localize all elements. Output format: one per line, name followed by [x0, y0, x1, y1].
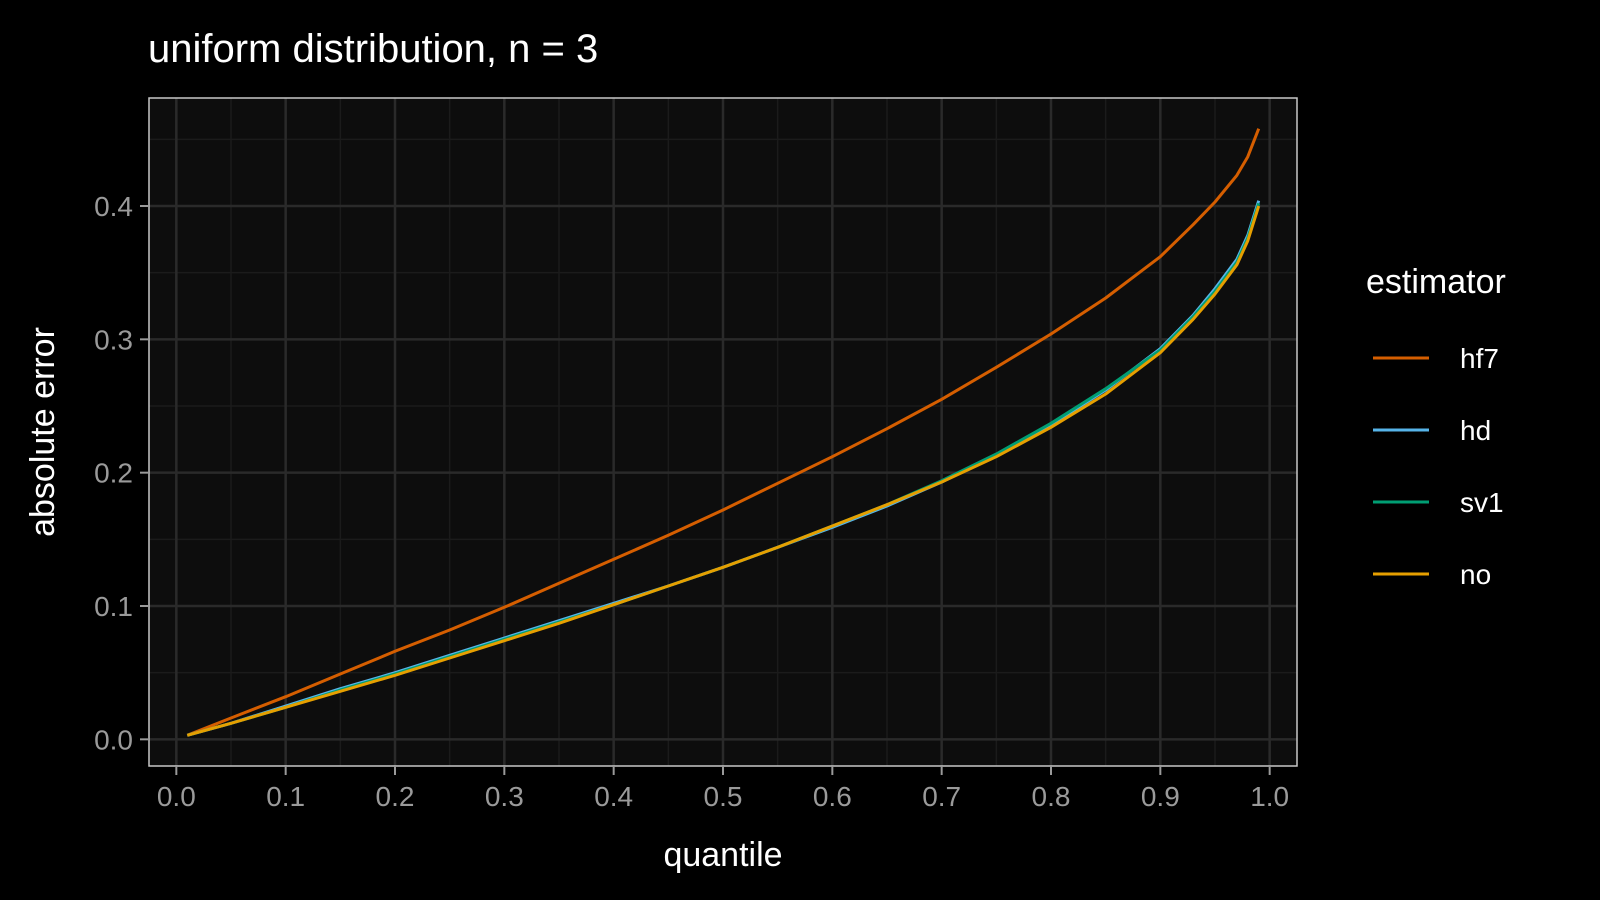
x-tick-label: 0.6	[813, 781, 852, 812]
chart-title: uniform distribution, n = 3	[148, 27, 598, 71]
x-tick-label: 0.3	[485, 781, 524, 812]
y-tick-label: 0.1	[94, 591, 133, 622]
x-tick-label: 0.4	[594, 781, 633, 812]
y-tick-label: 0.2	[94, 458, 133, 489]
legend-title: estimator	[1366, 263, 1506, 301]
x-tick-label: 0.0	[157, 781, 196, 812]
y-axis-title: absolute error	[24, 327, 62, 537]
x-axis-title: quantile	[663, 836, 782, 874]
y-axis: 0.0 0.1 0.2 0.3 0.4	[94, 191, 149, 755]
series-line-no	[186, 205, 1261, 737]
y-tick-label: 0.0	[94, 724, 133, 755]
x-tick-label: 0.9	[1141, 781, 1180, 812]
legend-label-no: no	[1460, 559, 1491, 590]
x-tick-label: 0.2	[376, 781, 415, 812]
x-tick-label: 0.5	[704, 781, 743, 812]
grid-major	[149, 98, 1297, 766]
legend-label-hd: hd	[1460, 415, 1491, 446]
x-tick-label: 1.0	[1250, 781, 1289, 812]
x-tick-label: 0.7	[922, 781, 961, 812]
legend-label-sv1: sv1	[1460, 487, 1504, 518]
legend-label-hf7: hf7	[1460, 343, 1499, 374]
x-axis: 0.0 0.1 0.2 0.3 0.4 0.5 0.6 0.7 0.8 0.9 1.0	[157, 766, 1289, 812]
x-tick-label: 0.1	[266, 781, 305, 812]
series-line-hf7	[186, 128, 1261, 737]
series-lines	[186, 128, 1261, 737]
y-tick-label: 0.3	[94, 324, 133, 355]
legend: estimator hf7 hd sv1 no	[1366, 263, 1506, 590]
x-tick-label: 0.8	[1032, 781, 1071, 812]
y-tick-label: 0.4	[94, 191, 133, 222]
